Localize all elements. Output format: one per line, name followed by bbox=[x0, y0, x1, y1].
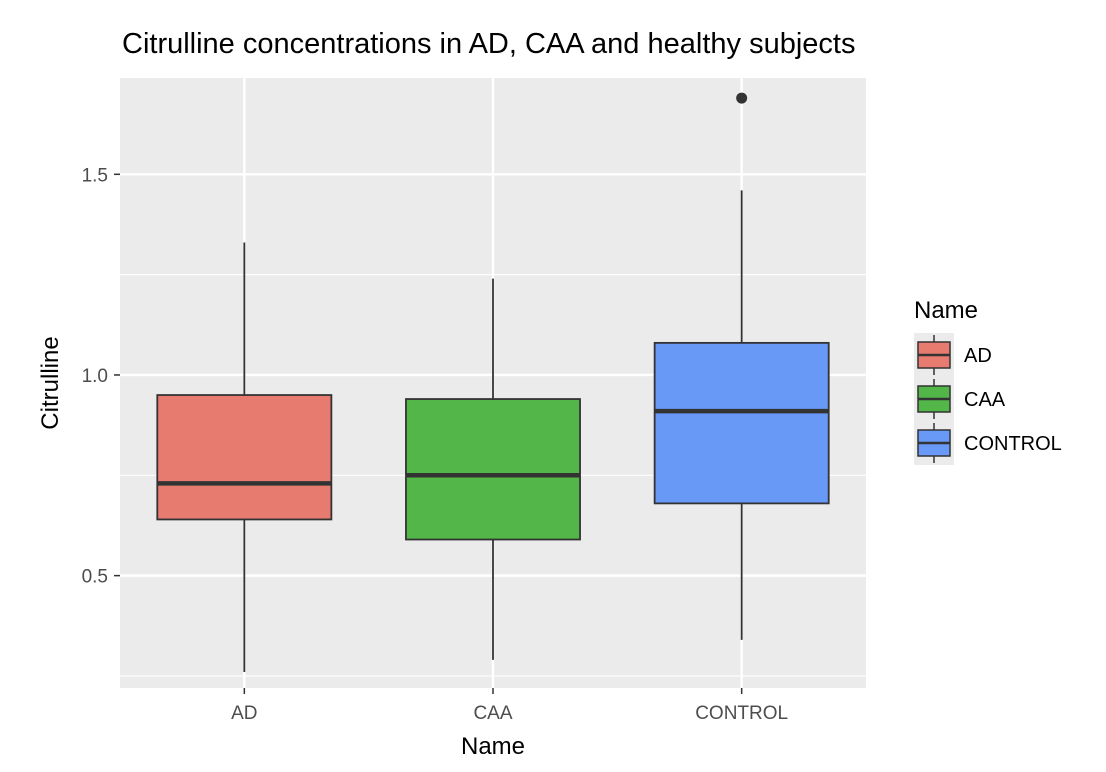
box-iqr bbox=[653, 341, 830, 505]
box-control bbox=[653, 92, 830, 640]
x-tick-label: AD bbox=[231, 703, 257, 724]
legend-label: CAA bbox=[964, 389, 1006, 411]
box-series bbox=[156, 92, 830, 672]
y-tick-label: 1.0 bbox=[82, 366, 108, 387]
outlier-point bbox=[736, 92, 748, 104]
legend-title: Name bbox=[914, 297, 978, 324]
box-caa bbox=[405, 278, 581, 660]
x-axis: AD CAA CONTROL bbox=[231, 688, 788, 724]
x-tick-label: CAA bbox=[473, 703, 512, 724]
y-axis-title: Citrulline bbox=[37, 336, 64, 429]
box-iqr bbox=[405, 398, 581, 541]
legend: Name AD CAA CONTROL bbox=[914, 297, 1062, 465]
y-tick-label: 0.5 bbox=[82, 567, 108, 588]
x-axis-title: Name bbox=[461, 733, 525, 760]
y-tick-label: 1.5 bbox=[82, 165, 108, 186]
box-iqr bbox=[156, 394, 333, 521]
x-tick-label: CONTROL bbox=[695, 703, 788, 724]
legend-item-ad: AD bbox=[914, 333, 992, 377]
legend-label: AD bbox=[964, 345, 992, 367]
legend-item-caa: CAA bbox=[914, 377, 1006, 421]
box-ad bbox=[156, 242, 333, 672]
y-axis: 0.5 1.0 1.5 bbox=[82, 165, 120, 588]
legend-label: CONTROL bbox=[964, 433, 1062, 455]
chart-title: Citrulline concentrations in AD, CAA and… bbox=[122, 28, 855, 60]
legend-items: AD CAA CONTROL bbox=[914, 333, 1062, 465]
legend-item-control: CONTROL bbox=[914, 421, 1062, 465]
